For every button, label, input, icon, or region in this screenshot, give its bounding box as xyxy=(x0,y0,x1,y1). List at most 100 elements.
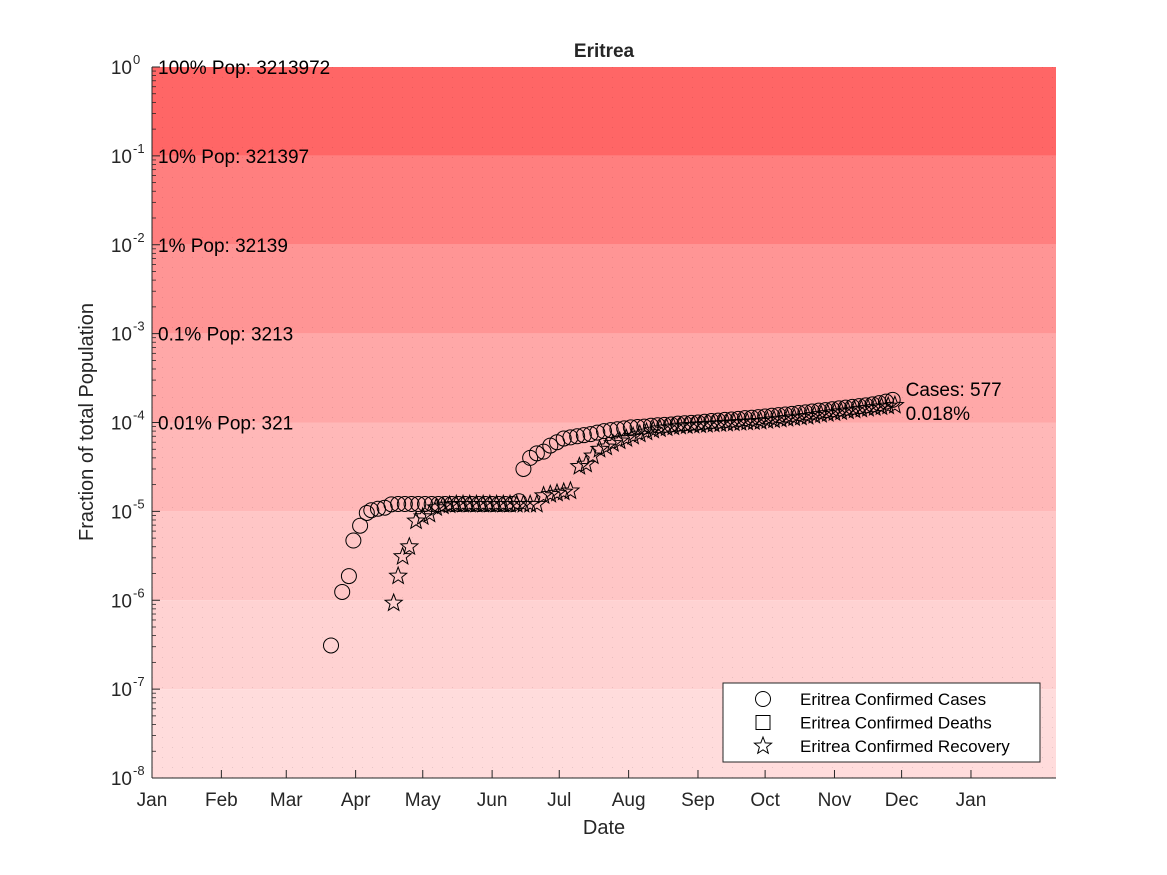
x-tick-label: Nov xyxy=(818,790,852,811)
recovery-marker xyxy=(603,433,623,452)
y-tick-base: 10 xyxy=(111,591,132,612)
y-tick-base: 10 xyxy=(111,147,132,168)
x-tick-label: Jan xyxy=(956,790,987,811)
case-marker xyxy=(334,583,351,600)
population-label: 0.01% Pop: 321 xyxy=(158,414,293,435)
case-marker xyxy=(352,517,369,534)
population-label: 1% Pop: 32139 xyxy=(158,236,288,257)
recovery-marker xyxy=(553,481,574,501)
y-tick-label: 10 xyxy=(111,591,132,612)
recovery-marker xyxy=(569,456,590,475)
legend: Eritrea Confirmed Cases Eritrea Confirmed… xyxy=(722,682,1041,763)
y-tick-base: 10 xyxy=(111,502,132,523)
x-tick-label: Sep xyxy=(681,790,715,811)
legend-entry-label: Eritrea Confirmed Deaths xyxy=(800,714,992,733)
x-tick-label: Aug xyxy=(612,790,646,811)
population-label: 100% Pop: 3213972 xyxy=(158,58,330,79)
y-tick-label: 10 xyxy=(111,414,132,435)
legend-circle-icon xyxy=(755,691,771,707)
y-tick-exponent: -6 xyxy=(133,585,145,600)
recovery-marker xyxy=(383,592,404,612)
legend-entry-label: Eritrea Confirmed Recovery xyxy=(800,737,1010,756)
series xyxy=(323,391,905,654)
recovery-marker xyxy=(439,494,460,514)
recovery-marker xyxy=(560,480,581,500)
y-tick-exponent: -2 xyxy=(133,230,145,245)
y-axis-label: Fraction of total Population xyxy=(76,303,98,541)
recovery-marker xyxy=(623,425,643,445)
x-tick-label: Apr xyxy=(341,790,371,811)
y-tick-exponent: -8 xyxy=(133,763,145,778)
recovery-marker xyxy=(520,493,541,513)
population-labels: 100% Pop: 3213972 10% Pop: 321397 1% Pop: … xyxy=(158,58,330,435)
recovery-marker xyxy=(576,453,597,473)
case-marker xyxy=(569,428,586,445)
case-marker xyxy=(596,423,612,440)
case-marker xyxy=(410,496,427,513)
case-marker xyxy=(582,426,599,443)
recovery-marker xyxy=(406,510,426,530)
y-tick-exponent: -4 xyxy=(133,408,145,423)
x-tick-label: Dec xyxy=(885,790,919,811)
y-tick-label: 10 xyxy=(111,147,132,168)
y-tick-base: 10 xyxy=(111,414,132,435)
y-tick-exponent: 0 xyxy=(133,52,140,67)
minor-grid xyxy=(152,67,1056,778)
recovery-marker xyxy=(643,419,664,439)
y-tick-base: 10 xyxy=(111,325,132,346)
y-tick-label: 10 xyxy=(111,502,132,523)
x-tick-label: Jun xyxy=(477,790,508,811)
y-tick-base: 10 xyxy=(111,680,132,701)
case-marker xyxy=(528,445,545,462)
x-tick-label: Jul xyxy=(547,790,571,811)
legend-box xyxy=(722,682,1041,763)
y-tick-label: 10 xyxy=(111,769,132,790)
recovery-marker xyxy=(426,497,447,517)
case-marker xyxy=(555,430,572,447)
case-marker xyxy=(396,496,413,513)
case-marker xyxy=(602,422,619,439)
case-marker xyxy=(884,391,901,408)
case-marker xyxy=(345,532,362,549)
case-marker xyxy=(535,443,552,460)
legend-star-icon xyxy=(753,735,773,755)
recovery-marker xyxy=(547,482,567,502)
x-tick-label: Oct xyxy=(750,790,780,811)
case-marker xyxy=(323,637,340,654)
y-tick-exponent: -7 xyxy=(133,674,145,689)
recovery-marker xyxy=(399,536,420,556)
case-marker xyxy=(575,427,592,444)
y-tick-label: 10 xyxy=(111,325,132,346)
y-tick-base: 10 xyxy=(111,236,132,257)
y-tick-base: 10 xyxy=(111,769,132,790)
recovery-marker xyxy=(392,546,413,566)
annotations: Cases: 577 0.018% xyxy=(906,380,1002,425)
case-marker xyxy=(358,504,375,521)
recovery-marker xyxy=(526,493,547,513)
y-tick-exponent: -1 xyxy=(133,141,145,156)
ticks: Jan Feb Mar Apr May Jun Jul Aug Sep Oct Nov Dec Jan1… xyxy=(111,52,986,811)
recovery-marker xyxy=(388,565,409,585)
x-tick-label: May xyxy=(405,790,441,811)
recovery-marker xyxy=(533,485,554,505)
x-tick-label: Feb xyxy=(205,790,238,811)
case-marker xyxy=(403,496,420,513)
y-tick-exponent: -3 xyxy=(133,319,145,334)
case-marker xyxy=(562,429,579,446)
recovery-marker xyxy=(412,506,433,526)
recovery-marker xyxy=(878,395,899,415)
recovery-marker xyxy=(884,394,905,414)
case-marker xyxy=(622,419,639,436)
case-marker xyxy=(589,424,606,441)
recovery-marker xyxy=(636,421,657,441)
recovery-marker xyxy=(589,438,610,458)
cases-annotation: Cases: 577 xyxy=(906,380,1002,401)
recovery-marker xyxy=(629,423,650,443)
legend-square-icon xyxy=(755,715,771,730)
recovery-marker xyxy=(540,484,561,503)
y-tick-label: 10 xyxy=(111,236,132,257)
x-tick-label: Mar xyxy=(270,790,303,811)
case-marker xyxy=(390,496,407,513)
y-tick-label: 10 xyxy=(111,680,132,701)
